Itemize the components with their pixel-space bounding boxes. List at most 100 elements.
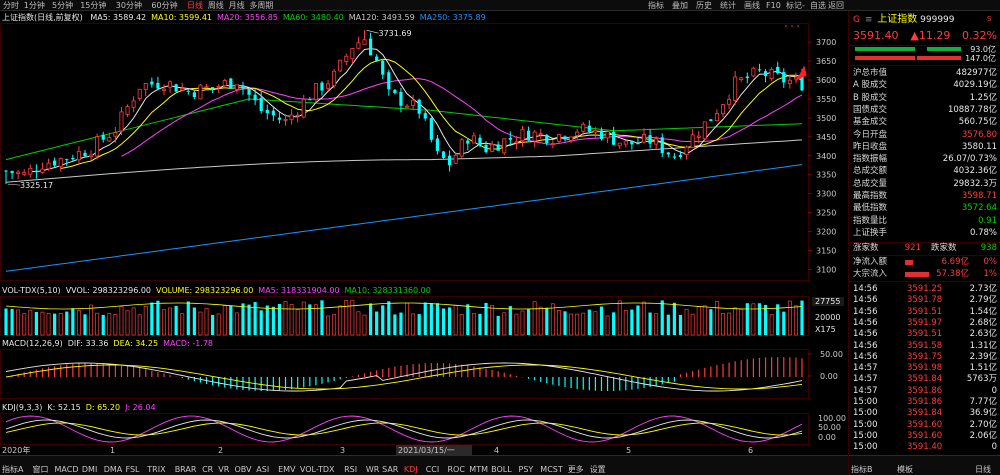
candle-body[interactable] bbox=[545, 134, 549, 144]
candle-body[interactable] bbox=[53, 160, 57, 166]
candle-body[interactable] bbox=[727, 99, 732, 105]
candle-body[interactable] bbox=[776, 66, 780, 74]
candle-body[interactable] bbox=[417, 99, 421, 114]
candle-body[interactable] bbox=[520, 129, 525, 141]
candle-body[interactable] bbox=[265, 109, 269, 114]
candle-body[interactable] bbox=[581, 123, 586, 132]
toolbar-item-0[interactable]: 指标 bbox=[648, 1, 664, 10]
indicator-tab-22[interactable]: PSY bbox=[518, 465, 534, 474]
toolbar-item-6[interactable]: 标记 bbox=[786, 1, 802, 10]
candle-body[interactable] bbox=[107, 137, 112, 142]
candle-body[interactable] bbox=[326, 83, 331, 89]
indicator-tab-18[interactable]: CCI bbox=[425, 465, 440, 474]
candle-body[interactable] bbox=[399, 91, 403, 106]
candlestick-chart[interactable]: 3700 3650 3600 3550 3500 3450 3400 3350 3300 3250… bbox=[0, 23, 848, 281]
candle-body[interactable] bbox=[733, 76, 738, 101]
indicator-tab-5[interactable]: FSL bbox=[125, 465, 140, 474]
panel-tab-2[interactable]: 日线 bbox=[975, 465, 991, 474]
candle-body[interactable] bbox=[684, 146, 689, 156]
candle-body[interactable] bbox=[387, 72, 391, 90]
candle-body[interactable] bbox=[745, 76, 749, 79]
candle-body[interactable] bbox=[514, 141, 519, 144]
candle-body[interactable] bbox=[690, 134, 695, 149]
volume-chart[interactable]: 27755 20000 X175 bbox=[0, 296, 848, 336]
candle-body[interactable] bbox=[125, 106, 130, 115]
indicator-tab-17[interactable]: KDJ bbox=[403, 465, 418, 474]
indicator-tab-12[interactable]: EMV bbox=[278, 465, 296, 474]
candle-body[interactable] bbox=[113, 132, 118, 137]
panel-tab-1[interactable]: 模板 bbox=[897, 465, 913, 474]
candle-body[interactable] bbox=[16, 171, 21, 174]
candle-body[interactable] bbox=[34, 170, 38, 173]
candle-body[interactable] bbox=[375, 56, 379, 61]
candle-body[interactable] bbox=[423, 113, 427, 119]
indicator-tab-16[interactable]: SAR bbox=[382, 465, 399, 474]
indicator-tab-2[interactable]: MACD bbox=[54, 465, 79, 474]
candle-body[interactable] bbox=[623, 140, 628, 145]
candle-body[interactable] bbox=[101, 134, 105, 140]
candle-body[interactable] bbox=[490, 143, 495, 152]
menu-icon[interactable]: ≡ bbox=[864, 15, 873, 25]
candle-body[interactable] bbox=[763, 71, 768, 77]
candle-body[interactable] bbox=[76, 150, 81, 161]
candle-body[interactable] bbox=[672, 156, 676, 158]
candle-body[interactable] bbox=[751, 67, 756, 77]
indicator-tab-6[interactable]: TRIX bbox=[147, 465, 166, 474]
candle-body[interactable] bbox=[429, 118, 433, 140]
indicator-tab-23[interactable]: MCST bbox=[540, 465, 563, 474]
candle-body[interactable] bbox=[65, 159, 69, 161]
candle-body[interactable] bbox=[289, 114, 294, 121]
candle-body[interactable] bbox=[247, 88, 251, 95]
candle-body[interactable] bbox=[234, 84, 239, 90]
candle-body[interactable] bbox=[10, 171, 14, 174]
candle-body[interactable] bbox=[508, 137, 512, 140]
candle-body[interactable] bbox=[739, 77, 744, 80]
candle-body[interactable] bbox=[362, 39, 367, 45]
indicator-tab-10[interactable]: OBV bbox=[234, 465, 252, 474]
candle-body[interactable] bbox=[405, 105, 410, 108]
candle-body[interactable] bbox=[283, 118, 288, 121]
candle-body[interactable] bbox=[143, 83, 148, 90]
candle-body[interactable] bbox=[393, 89, 397, 94]
candle-body[interactable] bbox=[313, 83, 318, 101]
candle-body[interactable] bbox=[709, 119, 713, 122]
candle-body[interactable] bbox=[660, 137, 664, 154]
candle-body[interactable] bbox=[538, 133, 543, 135]
candle-body[interactable] bbox=[338, 59, 343, 72]
indicator-tab-7[interactable]: BRAR bbox=[174, 465, 197, 474]
candle-body[interactable] bbox=[496, 144, 500, 151]
candle-body[interactable] bbox=[459, 139, 464, 157]
candle-body[interactable] bbox=[180, 88, 185, 91]
candle-body[interactable] bbox=[569, 136, 574, 141]
candle-body[interactable] bbox=[696, 135, 701, 138]
candle-body[interactable] bbox=[526, 130, 531, 141]
candle-body[interactable] bbox=[216, 86, 221, 88]
candle-body[interactable] bbox=[229, 78, 233, 89]
candle-body[interactable] bbox=[156, 82, 160, 89]
candle-body[interactable] bbox=[630, 140, 634, 145]
candle-body[interactable] bbox=[550, 143, 555, 145]
candle-body[interactable] bbox=[259, 97, 263, 111]
indicator-tab-25[interactable]: 设置 bbox=[589, 465, 606, 474]
candle-body[interactable] bbox=[453, 154, 458, 164]
candle-body[interactable] bbox=[563, 136, 567, 140]
indicator-tab-9[interactable]: VR bbox=[218, 465, 230, 474]
macd-chart[interactable]: 50.00 0.00 bbox=[0, 349, 848, 399]
candle-body[interactable] bbox=[308, 99, 312, 101]
candle-body[interactable] bbox=[83, 152, 87, 157]
indicator-tab-0[interactable]: 指标A bbox=[2, 465, 24, 474]
candle-body[interactable] bbox=[204, 86, 209, 89]
candle-body[interactable] bbox=[368, 38, 373, 56]
candle-body[interactable] bbox=[301, 99, 306, 118]
candle-body[interactable] bbox=[168, 81, 173, 88]
candle-body[interactable] bbox=[131, 100, 136, 108]
candle-body[interactable] bbox=[532, 131, 537, 142]
candle-body[interactable] bbox=[478, 137, 482, 145]
candle-body[interactable] bbox=[411, 99, 416, 106]
candle-body[interactable] bbox=[636, 143, 640, 145]
indicator-tab-20[interactable]: MTM bbox=[469, 465, 488, 474]
candle-body[interactable] bbox=[605, 131, 610, 139]
candle-body[interactable] bbox=[678, 155, 683, 157]
candle-body[interactable] bbox=[295, 114, 300, 117]
